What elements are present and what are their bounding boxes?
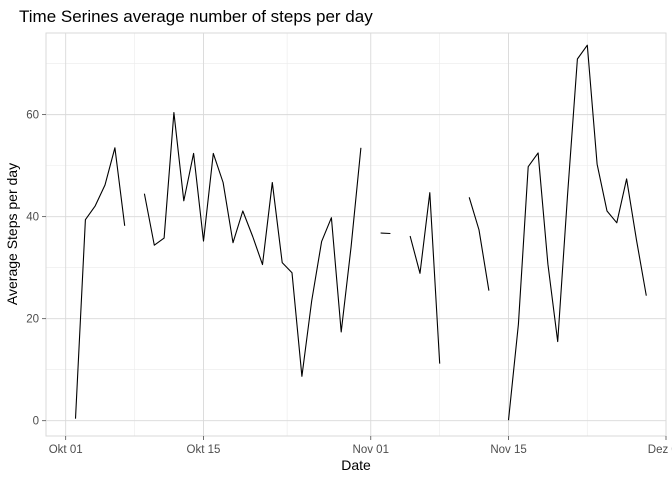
x-tick-label: Okt 01 [49, 444, 83, 456]
x-tick-label: Nov 15 [490, 444, 526, 456]
y-tick-label: 0 [33, 416, 39, 428]
y-axis: 0 20 40 60 [26, 110, 46, 428]
series-line-segment [409, 192, 441, 364]
y-tick-label: 20 [26, 314, 39, 326]
x-tick-label: Okt 15 [187, 444, 221, 456]
major-gridlines [46, 33, 667, 436]
y-tick-label: 60 [26, 110, 39, 122]
x-axis-title: Date [341, 457, 371, 473]
y-axis-title: Average Steps per day [4, 163, 20, 305]
series-layer [74, 44, 647, 421]
series-line-segment [380, 232, 391, 235]
x-axis: Okt 01 Okt 15 Nov 01 Nov 15 Dez 01 [49, 436, 672, 456]
plot-panel-border [45, 32, 667, 437]
x-tick-label: Nov 01 [353, 444, 389, 456]
series-line-segment [507, 44, 647, 421]
x-tick-label: Dez 01 [648, 444, 672, 456]
series-line-segment [143, 112, 362, 377]
y-tick-label: 40 [26, 212, 39, 224]
minor-gridlines [46, 33, 666, 436]
chart-title: Time Serines average number of steps per… [19, 7, 373, 26]
series-line-segment [74, 147, 126, 419]
series-line-segment [468, 197, 490, 291]
